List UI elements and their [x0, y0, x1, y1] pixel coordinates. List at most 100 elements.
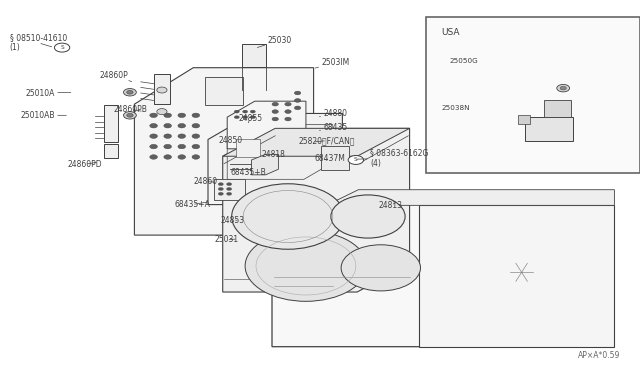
Circle shape	[178, 134, 186, 138]
Bar	[205, 77, 243, 105]
Bar	[154, 74, 170, 104]
Circle shape	[285, 110, 291, 113]
Bar	[426, 17, 640, 173]
Polygon shape	[223, 128, 410, 292]
Text: 25030: 25030	[257, 36, 292, 48]
Text: 25031: 25031	[214, 235, 239, 244]
Circle shape	[164, 124, 172, 128]
Circle shape	[150, 144, 157, 149]
Polygon shape	[326, 190, 614, 205]
Circle shape	[124, 89, 136, 96]
Text: § 08510-41610
(1): § 08510-41610 (1)	[10, 33, 67, 52]
Circle shape	[557, 84, 570, 92]
Circle shape	[124, 112, 136, 119]
Circle shape	[164, 144, 172, 149]
Circle shape	[348, 155, 364, 164]
Bar	[230, 136, 266, 160]
Circle shape	[272, 102, 278, 106]
Circle shape	[227, 187, 232, 190]
Circle shape	[178, 155, 186, 159]
Bar	[214, 179, 245, 200]
Text: 24813: 24813	[379, 201, 403, 210]
Bar	[518, 115, 530, 124]
Circle shape	[227, 192, 232, 195]
Circle shape	[245, 231, 367, 301]
Circle shape	[127, 113, 133, 117]
Circle shape	[192, 155, 200, 159]
Circle shape	[178, 144, 186, 149]
Text: 24880: 24880	[319, 109, 347, 118]
Circle shape	[232, 184, 344, 249]
Circle shape	[157, 109, 167, 115]
Circle shape	[294, 91, 301, 95]
Circle shape	[218, 187, 223, 190]
Text: 25010AB: 25010AB	[20, 111, 67, 120]
Circle shape	[234, 116, 239, 119]
Circle shape	[192, 124, 200, 128]
Text: 25038N: 25038N	[442, 105, 470, 111]
Circle shape	[218, 183, 223, 186]
Circle shape	[192, 134, 200, 138]
Text: USA: USA	[442, 28, 460, 37]
Text: S: S	[60, 45, 64, 50]
Circle shape	[285, 117, 291, 121]
Text: AP×A*0.59: AP×A*0.59	[579, 351, 621, 360]
Text: 24818: 24818	[261, 150, 285, 159]
Text: S: S	[354, 157, 358, 163]
Text: 24860: 24860	[193, 177, 218, 186]
Circle shape	[164, 134, 172, 138]
Circle shape	[218, 192, 223, 195]
Circle shape	[341, 245, 420, 291]
Polygon shape	[134, 68, 314, 235]
Circle shape	[243, 110, 248, 113]
Text: 24850: 24850	[219, 136, 243, 145]
Polygon shape	[272, 195, 608, 347]
Circle shape	[560, 86, 566, 90]
Circle shape	[294, 99, 301, 102]
Circle shape	[157, 87, 167, 93]
Text: 25820（F/CAN）: 25820（F/CAN）	[299, 136, 355, 145]
Bar	[104, 144, 118, 158]
Text: 24860PD: 24860PD	[67, 160, 102, 169]
Bar	[242, 44, 266, 67]
Text: 68435: 68435	[319, 123, 348, 132]
Text: 24860P: 24860P	[99, 71, 132, 81]
Circle shape	[150, 113, 157, 118]
Circle shape	[234, 110, 239, 113]
Text: 68435+A: 68435+A	[174, 200, 210, 209]
Circle shape	[250, 116, 255, 119]
Polygon shape	[227, 101, 306, 149]
Polygon shape	[252, 154, 278, 175]
Circle shape	[150, 124, 157, 128]
Text: 68435+B: 68435+B	[230, 169, 266, 177]
Text: § 08363-6162G
(4): § 08363-6162G (4)	[356, 148, 428, 168]
Circle shape	[150, 155, 157, 159]
Circle shape	[192, 113, 200, 118]
Circle shape	[294, 106, 301, 110]
Circle shape	[164, 113, 172, 118]
Circle shape	[192, 144, 200, 149]
Circle shape	[285, 102, 291, 106]
Bar	[525, 117, 573, 141]
Circle shape	[178, 113, 186, 118]
Bar	[293, 130, 311, 164]
Text: 24853: 24853	[221, 216, 245, 225]
Circle shape	[54, 43, 70, 52]
Bar	[236, 139, 260, 157]
Polygon shape	[321, 146, 349, 170]
Polygon shape	[419, 205, 614, 347]
Bar	[544, 100, 571, 117]
Circle shape	[127, 90, 133, 94]
Polygon shape	[227, 125, 333, 179]
Circle shape	[272, 110, 278, 113]
Text: 2503IM: 2503IM	[315, 58, 349, 68]
Polygon shape	[223, 128, 410, 156]
Circle shape	[150, 134, 157, 138]
Text: 25050G: 25050G	[450, 58, 479, 64]
Text: 24860PB: 24860PB	[114, 105, 148, 114]
Text: 68437M: 68437M	[315, 154, 346, 163]
Circle shape	[250, 110, 255, 113]
Circle shape	[272, 117, 278, 121]
Circle shape	[243, 116, 248, 119]
Text: 25010A: 25010A	[26, 89, 71, 97]
